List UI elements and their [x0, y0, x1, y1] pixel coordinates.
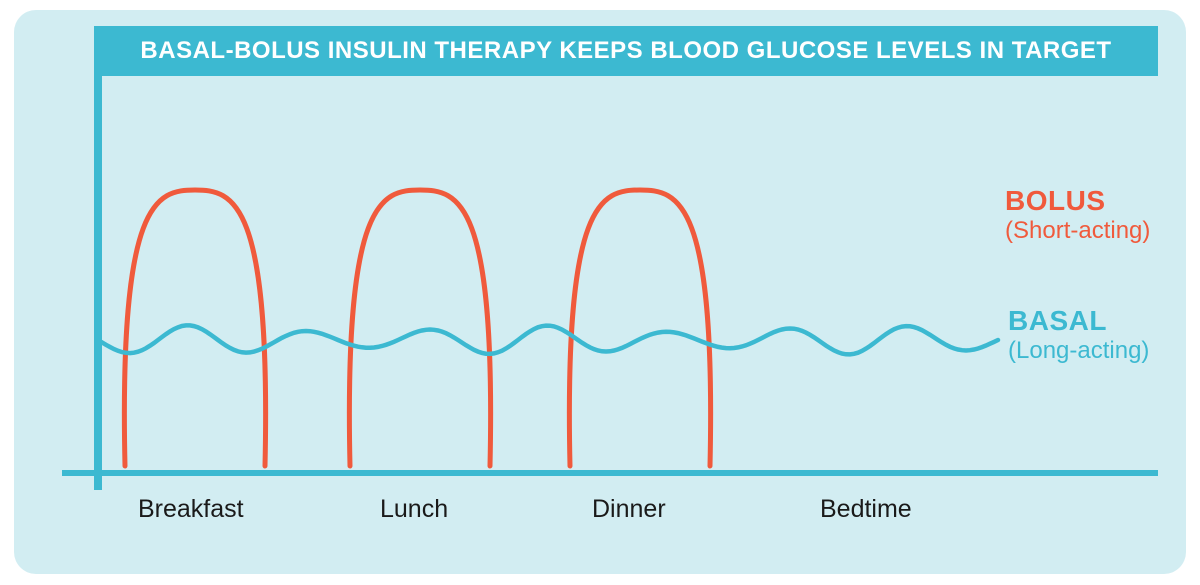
x-axis-label: Dinner — [592, 495, 666, 524]
legend-bolus: BOLUS (Short-acting) — [1005, 185, 1150, 245]
bolus-curve — [569, 190, 710, 466]
legend-bolus-title: BOLUS — [1005, 185, 1150, 217]
x-axis-label: Lunch — [380, 495, 448, 524]
legend-basal-title: BASAL — [1008, 305, 1149, 337]
basal-curve — [98, 325, 998, 354]
legend-basal: BASAL (Long-acting) — [1008, 305, 1149, 365]
legend-bolus-sub: (Short-acting) — [1005, 217, 1150, 245]
legend-basal-sub: (Long-acting) — [1008, 337, 1149, 365]
x-axis-label: Breakfast — [138, 495, 244, 524]
x-axis-label: Bedtime — [820, 495, 912, 524]
bolus-curve — [349, 190, 490, 466]
